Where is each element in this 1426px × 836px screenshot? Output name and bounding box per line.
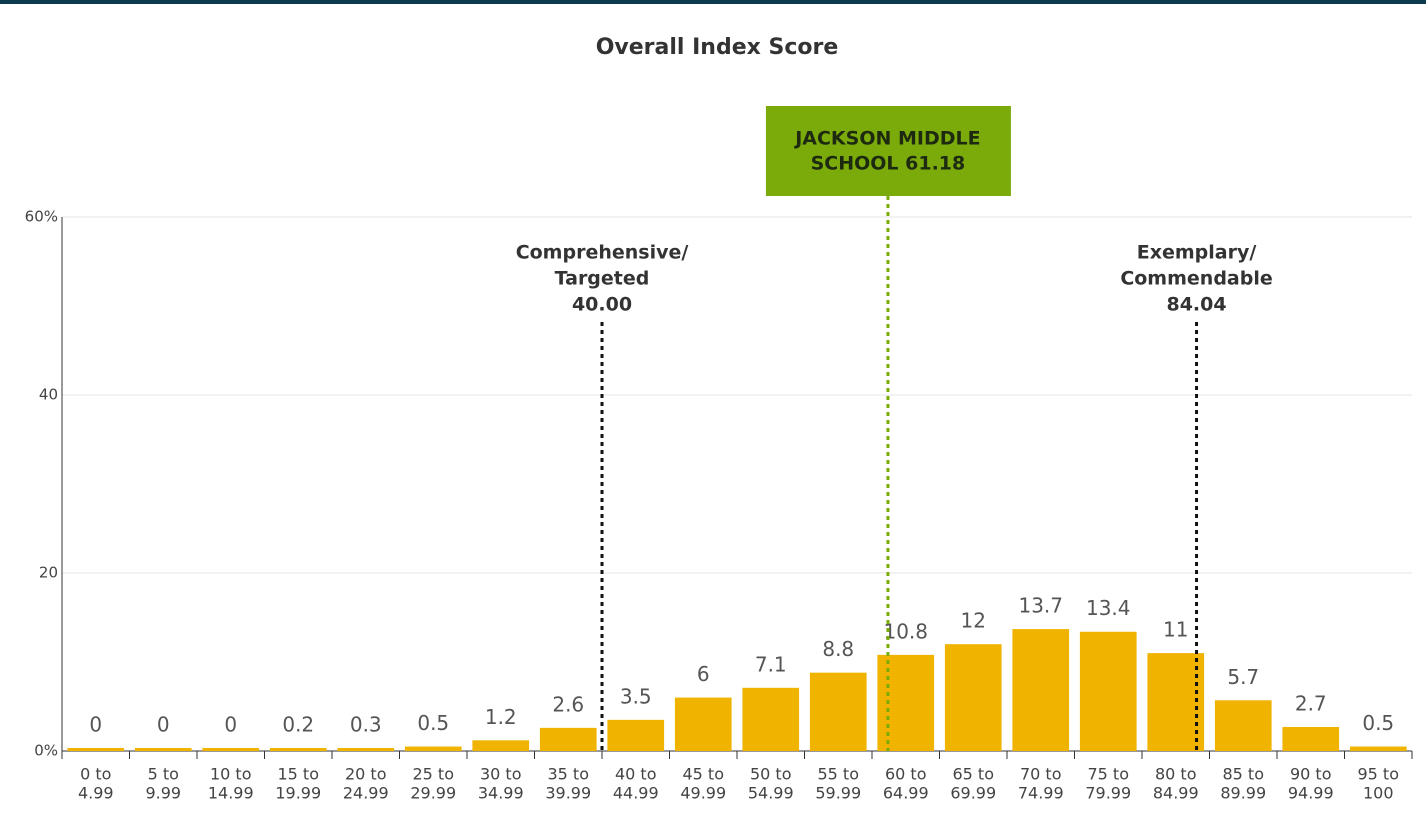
x-tick-label: 55 to xyxy=(817,765,859,784)
x-tick-label: 19.99 xyxy=(275,784,321,803)
bar xyxy=(1282,726,1340,751)
value-label: 2.6 xyxy=(552,692,584,716)
x-tick-label: 84.99 xyxy=(1153,784,1199,803)
bar xyxy=(539,727,597,751)
value-label: 12 xyxy=(961,609,986,633)
value-label: 7.1 xyxy=(755,652,787,676)
bar xyxy=(67,748,125,751)
value-label: 0.5 xyxy=(417,711,449,735)
chart-title: Overall Index Score xyxy=(596,35,839,60)
y-tick-label: 40 xyxy=(39,386,58,404)
x-tick-label: 34.99 xyxy=(478,784,524,803)
y-tick-label: 60% xyxy=(25,208,58,226)
annotation-text: Commendable xyxy=(1120,268,1272,290)
value-label: 2.7 xyxy=(1295,691,1327,715)
bar xyxy=(674,697,732,751)
x-tick-label: 35 to xyxy=(547,765,589,784)
bar xyxy=(337,748,395,751)
value-label: 10.8 xyxy=(883,619,928,643)
bar xyxy=(809,672,867,751)
x-tick-label: 20 to xyxy=(345,765,387,784)
x-tick-label: 30 to xyxy=(480,765,522,784)
bar xyxy=(1214,700,1272,751)
bar xyxy=(472,740,530,751)
annotation-text: SCHOOL 61.18 xyxy=(811,153,966,175)
x-tick-label: 100 xyxy=(1363,784,1394,803)
x-tick-label: 49.99 xyxy=(680,784,726,803)
value-label: 3.5 xyxy=(620,684,652,708)
bar xyxy=(607,719,665,751)
value-label: 11 xyxy=(1163,618,1188,642)
bar xyxy=(944,644,1002,751)
x-tick-label: 90 to xyxy=(1290,765,1332,784)
x-tick-label: 44.99 xyxy=(613,784,659,803)
x-tick-label: 59.99 xyxy=(815,784,861,803)
value-label: 0 xyxy=(89,713,102,737)
x-tick-label: 15 to xyxy=(277,765,319,784)
value-label: 0.3 xyxy=(350,713,382,737)
x-tick-label: 25 to xyxy=(412,765,454,784)
annotation-text: JACKSON MIDDLE xyxy=(793,128,980,150)
value-label: 5.7 xyxy=(1227,665,1259,689)
x-tick-label: 75 to xyxy=(1087,765,1129,784)
x-tick-label: 5 to xyxy=(148,765,179,784)
x-tick-label: 39.99 xyxy=(545,784,591,803)
x-tick-label: 94.99 xyxy=(1288,784,1334,803)
bar xyxy=(742,687,800,751)
x-tick-label: 40 to xyxy=(615,765,657,784)
x-tick-label: 89.99 xyxy=(1220,784,1266,803)
x-tick-label: 70 to xyxy=(1020,765,1062,784)
value-label: 6 xyxy=(697,662,710,686)
bar xyxy=(1079,631,1137,751)
value-label: 0 xyxy=(157,713,170,737)
x-tick-label: 4.99 xyxy=(78,784,114,803)
x-tick-label: 0 to xyxy=(80,765,111,784)
x-tick-label: 74.99 xyxy=(1018,784,1064,803)
annotation-box xyxy=(765,106,1011,196)
x-tick-label: 95 to xyxy=(1357,765,1399,784)
y-tick-label: 20 xyxy=(39,564,58,582)
bar xyxy=(269,748,327,751)
value-label: 0.5 xyxy=(1362,711,1394,735)
value-label: 0 xyxy=(224,713,237,737)
x-tick-label: 85 to xyxy=(1222,765,1264,784)
value-label: 1.2 xyxy=(485,705,517,729)
bar xyxy=(404,746,462,751)
x-tick-label: 45 to xyxy=(682,765,724,784)
bar xyxy=(1147,653,1205,751)
x-tick-label: 24.99 xyxy=(343,784,389,803)
annotation-value: 40.00 xyxy=(572,294,632,316)
x-tick-label: 80 to xyxy=(1155,765,1197,784)
bar xyxy=(1349,746,1407,751)
x-tick-label: 65 to xyxy=(952,765,994,784)
bar xyxy=(1012,629,1070,751)
x-tick-label: 14.99 xyxy=(208,784,254,803)
value-label: 13.4 xyxy=(1086,596,1131,620)
x-tick-label: 10 to xyxy=(210,765,252,784)
x-tick-label: 64.99 xyxy=(883,784,929,803)
x-tick-label: 9.99 xyxy=(145,784,181,803)
top-bar xyxy=(0,0,1426,4)
annotation-text: Exemplary/ xyxy=(1137,242,1257,264)
x-tick-label: 69.99 xyxy=(950,784,996,803)
x-tick-label: 50 to xyxy=(750,765,792,784)
annotation-text: Comprehensive/ xyxy=(516,242,689,264)
value-label: 13.7 xyxy=(1018,594,1063,618)
x-tick-label: 79.99 xyxy=(1085,784,1131,803)
annotation-text: Targeted xyxy=(555,268,650,290)
x-tick-label: 29.99 xyxy=(410,784,456,803)
bar xyxy=(134,748,192,751)
value-label: 0.2 xyxy=(282,713,314,737)
bar xyxy=(202,748,260,751)
x-tick-label: 60 to xyxy=(885,765,927,784)
y-tick-label: 0% xyxy=(34,742,58,760)
bar xyxy=(877,654,935,751)
annotation-value: 84.04 xyxy=(1166,294,1226,316)
x-tick-label: 54.99 xyxy=(748,784,794,803)
value-label: 8.8 xyxy=(822,637,854,661)
